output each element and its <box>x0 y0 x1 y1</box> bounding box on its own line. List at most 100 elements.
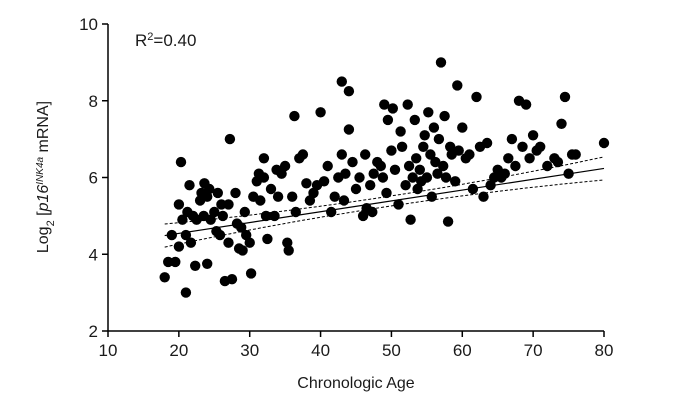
data-point <box>301 178 312 189</box>
data-point <box>279 160 291 172</box>
x-tick-label: 10 <box>99 341 118 360</box>
r-squared-annotation: R2=0.40 <box>135 31 196 50</box>
data-point <box>258 172 270 183</box>
data-point <box>340 168 351 179</box>
data-point <box>272 191 284 202</box>
data-point <box>375 160 386 172</box>
data-point <box>445 141 456 152</box>
data-point <box>457 122 468 133</box>
data-point <box>414 164 425 175</box>
x-tick-label: 70 <box>524 341 543 360</box>
data-point <box>180 229 192 241</box>
data-point <box>442 216 454 227</box>
data-point <box>382 114 394 126</box>
data-point <box>159 272 170 283</box>
data-point <box>379 99 390 110</box>
data-point <box>315 107 326 118</box>
data-point <box>326 206 337 218</box>
x-axis-title: Chronologic Age <box>297 375 415 392</box>
data-point <box>365 180 376 191</box>
data-point <box>223 199 234 210</box>
data-point <box>421 172 433 183</box>
data-point <box>377 172 389 183</box>
data-point <box>290 206 301 218</box>
data-point <box>510 160 521 172</box>
data-point <box>400 180 411 191</box>
data-point <box>224 133 236 145</box>
data-point <box>368 168 379 179</box>
y-tick-label: 4 <box>89 245 98 264</box>
data-point <box>173 241 185 252</box>
data-point <box>471 91 482 103</box>
data-point <box>223 237 234 248</box>
data-point <box>402 99 413 110</box>
data-point <box>190 260 201 271</box>
data-point <box>389 164 401 175</box>
data-point <box>350 183 362 195</box>
data-point <box>481 137 493 149</box>
data-point <box>343 124 355 135</box>
data-point <box>217 210 228 222</box>
data-point <box>419 130 430 141</box>
data-point <box>343 86 355 97</box>
data-point <box>386 145 397 156</box>
data-point <box>209 206 220 218</box>
data-point <box>230 187 241 199</box>
y-tick-label: 6 <box>89 169 98 188</box>
data-point <box>297 149 309 160</box>
data-point <box>440 172 452 183</box>
data-point <box>287 191 298 202</box>
data-point <box>435 57 447 68</box>
data-point <box>418 141 429 152</box>
y-axis-title: Log2 [p16INK4a mRNA] <box>35 101 58 253</box>
data-point <box>407 172 418 183</box>
data-point <box>524 153 535 164</box>
data-point <box>517 141 528 152</box>
data-point <box>360 149 371 160</box>
data-point <box>552 156 564 168</box>
data-point <box>396 141 408 152</box>
data-point <box>499 168 510 179</box>
y-tick-label: 2 <box>89 322 98 341</box>
data-point <box>367 206 378 218</box>
data-point <box>464 149 475 160</box>
data-point <box>409 114 420 126</box>
data-point <box>425 149 436 160</box>
data-point <box>318 176 330 187</box>
data-point <box>559 91 571 103</box>
x-tick-label: 60 <box>453 341 472 360</box>
data-point <box>387 103 398 114</box>
data-point <box>411 153 422 164</box>
data-point <box>527 130 539 141</box>
data-point <box>347 156 358 168</box>
data-point <box>478 191 489 202</box>
data-point <box>177 214 188 225</box>
data-point <box>433 133 445 145</box>
data-point <box>202 258 213 269</box>
data-point <box>329 191 340 202</box>
data-point <box>395 126 406 137</box>
data-point <box>173 199 185 210</box>
data-point <box>244 237 255 248</box>
y-tick-label: 8 <box>89 92 98 111</box>
data-point <box>450 176 461 187</box>
data-point <box>428 122 440 133</box>
data-point <box>430 156 441 168</box>
data-point <box>175 156 187 168</box>
x-tick-label: 50 <box>382 341 401 360</box>
data-point <box>236 222 247 233</box>
data-point <box>423 107 434 118</box>
data-point <box>265 183 277 195</box>
data-point <box>239 206 250 218</box>
data-point <box>260 210 272 222</box>
data-point <box>322 160 333 172</box>
data-point <box>393 199 404 210</box>
data-point <box>426 191 437 202</box>
data-point <box>212 187 223 199</box>
data-point <box>255 195 266 206</box>
data-point <box>338 195 350 206</box>
data-point <box>237 245 248 256</box>
data-point <box>556 118 567 129</box>
data-point <box>269 210 280 222</box>
